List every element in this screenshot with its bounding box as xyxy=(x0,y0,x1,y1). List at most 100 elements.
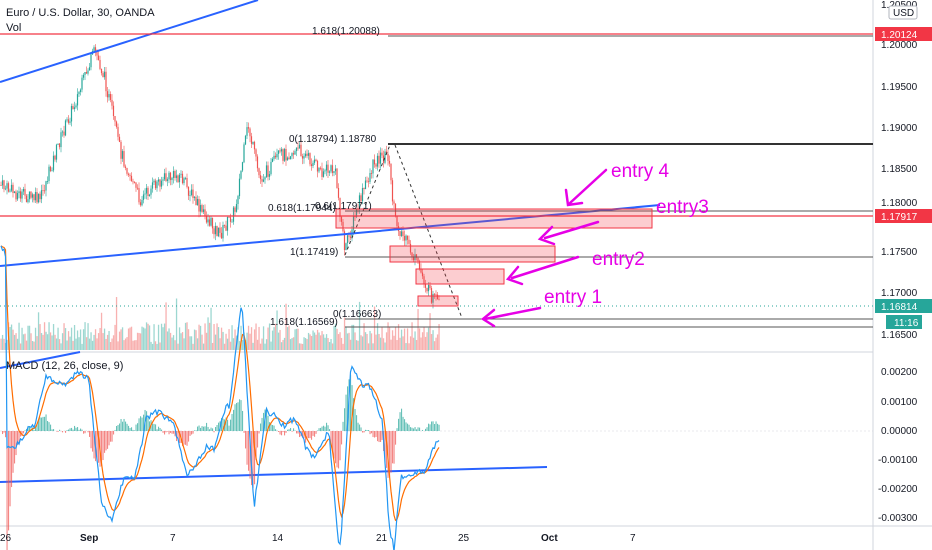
macd-histogram-bar xyxy=(438,424,440,431)
macd-histogram-bar xyxy=(59,429,61,431)
candle-body xyxy=(63,131,65,136)
macd-histogram-bar xyxy=(390,431,392,473)
price-axis[interactable]: 1.20500 1.20000 1.19500 1.19000 1.18500 … xyxy=(881,0,918,341)
volume-bar xyxy=(1,334,4,350)
candle-body xyxy=(69,121,71,123)
volume-bar xyxy=(153,324,155,350)
candle-body xyxy=(384,151,386,163)
volume-bar xyxy=(198,324,200,350)
lower-trendline[interactable] xyxy=(0,204,661,267)
time-axis[interactable]: 26 Sep 7 14 21 25 Oct 7 xyxy=(0,533,636,544)
macd-histogram-bar xyxy=(81,429,83,431)
currency-badge-box[interactable] xyxy=(888,5,918,20)
volume-bar xyxy=(45,331,47,350)
candle-body xyxy=(237,196,239,205)
entry4-zone[interactable] xyxy=(335,208,653,229)
macd-histogram-bar xyxy=(327,425,329,431)
macd-histogram xyxy=(2,374,440,550)
volume-bar xyxy=(241,340,244,350)
candle-body xyxy=(348,235,350,237)
candle-body xyxy=(129,174,131,176)
macd-tick: -0.00300 xyxy=(878,513,918,524)
volume-bar xyxy=(303,337,305,350)
volume-bar xyxy=(181,332,184,350)
entry1-zone[interactable] xyxy=(417,295,459,307)
macd-histogram-bar xyxy=(53,429,55,431)
candle-body xyxy=(22,188,25,192)
volume-bar xyxy=(313,332,316,350)
macd-histogram-bar xyxy=(417,427,419,431)
macd-histogram-bar xyxy=(134,430,136,431)
entry3-zone[interactable] xyxy=(389,245,556,263)
candle-body xyxy=(81,77,83,90)
projection-dashed-1 xyxy=(344,144,391,256)
candle-body xyxy=(102,73,104,78)
macd-histogram-bar xyxy=(66,430,68,431)
macd-histogram-bar xyxy=(411,427,413,431)
candle-body xyxy=(229,217,232,222)
macd-trendline[interactable] xyxy=(0,466,548,483)
volume-bar xyxy=(262,326,265,350)
macd-histogram-bar xyxy=(408,424,410,431)
candle-body xyxy=(361,188,364,201)
candle-body xyxy=(54,155,56,160)
volume-bar xyxy=(13,334,16,350)
volume-label[interactable]: Vol xyxy=(6,22,21,34)
candle-body xyxy=(217,227,220,237)
volume-bar xyxy=(145,322,148,350)
volume-bar xyxy=(318,332,320,350)
candle-body xyxy=(279,150,281,152)
macd-histogram-bar xyxy=(149,421,151,431)
macd-histogram-bar xyxy=(389,431,391,477)
volume-bar xyxy=(75,338,77,350)
volume-bar xyxy=(364,332,367,350)
macd-title[interactable]: MACD (12, 26, close, 9) xyxy=(6,360,123,372)
macd-histogram-bar xyxy=(312,431,314,436)
macd-top-trendline[interactable] xyxy=(0,351,81,369)
macd-histogram-bar xyxy=(351,385,353,431)
price-tag-high-box xyxy=(875,27,932,41)
volume-bar xyxy=(42,334,44,350)
volume-bar xyxy=(132,340,134,350)
volume-bar xyxy=(99,327,101,350)
macd-histogram-bar xyxy=(36,423,38,431)
volume-bar xyxy=(169,332,172,350)
macd-histogram-bar xyxy=(278,431,280,432)
candle-body xyxy=(321,168,323,177)
volume-bar xyxy=(195,330,197,350)
volume-bar xyxy=(331,343,334,350)
candle-body xyxy=(27,199,29,203)
candle-body xyxy=(84,72,86,75)
last-price-tag-box xyxy=(875,299,932,313)
macd-histogram-bar xyxy=(350,374,352,431)
macd-axis[interactable]: 0.00200 0.00100 0.00000 -0.00100 -0.0020… xyxy=(878,367,918,524)
volume-bar xyxy=(225,333,227,350)
candle-body xyxy=(373,159,376,165)
macd-histogram-bar xyxy=(120,419,122,431)
macd-histogram-bar xyxy=(297,431,299,434)
candle-body xyxy=(390,163,392,181)
macd-histogram-bar xyxy=(158,426,160,431)
candle-body xyxy=(295,147,298,152)
volume-bar xyxy=(201,334,203,350)
candle-body xyxy=(64,120,67,136)
macd-histogram-bar xyxy=(431,421,433,431)
entry2-zone[interactable] xyxy=(415,268,505,285)
volume-bar xyxy=(135,340,137,350)
macd-histogram-bar xyxy=(318,428,320,431)
candle-body xyxy=(66,119,68,121)
candle-body xyxy=(106,91,109,98)
volume-bar xyxy=(112,335,115,350)
macd-histogram-bar xyxy=(96,431,98,462)
symbol-title[interactable]: Euro / U.S. Dollar, 30, OANDA xyxy=(6,7,155,19)
macd-histogram-bar xyxy=(107,431,109,449)
candle-body xyxy=(219,227,221,233)
macd-histogram-bar xyxy=(189,431,191,436)
upper-trendline[interactable] xyxy=(0,0,259,83)
volume-bar xyxy=(309,334,311,350)
macd-histogram-bar xyxy=(207,426,209,431)
candle-body xyxy=(166,179,169,181)
volume-bar xyxy=(400,329,403,350)
